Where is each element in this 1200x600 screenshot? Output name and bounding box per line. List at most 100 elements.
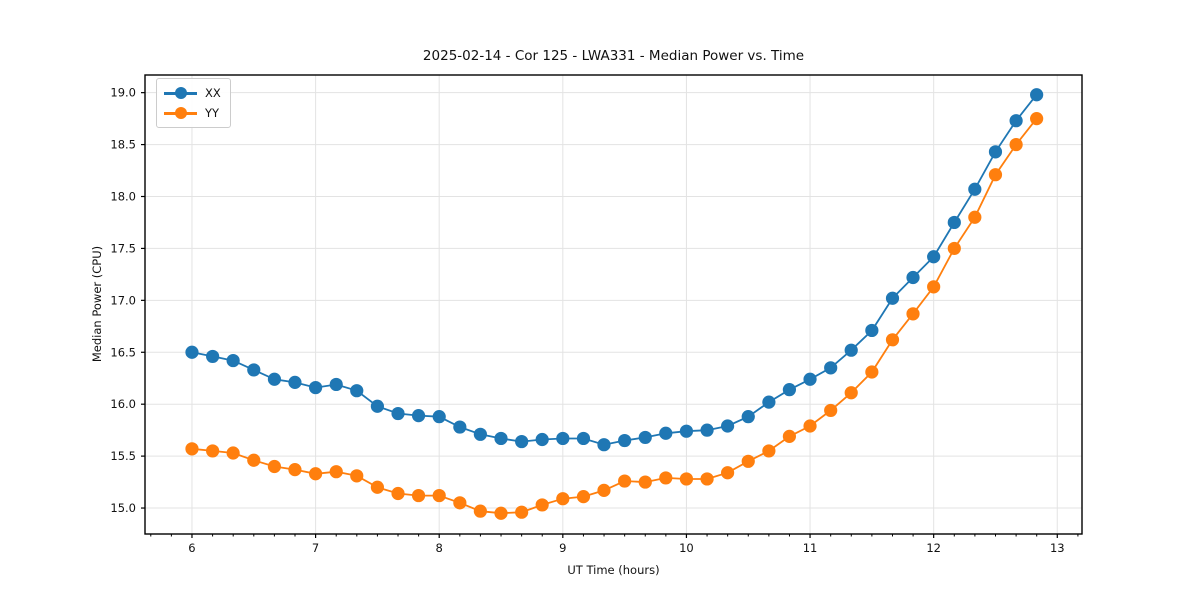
- series-yy-marker: [308, 467, 323, 481]
- x-tick-label: 13: [1050, 541, 1065, 555]
- series-yy-marker: [618, 474, 632, 488]
- y-tick-label: 15.5: [110, 449, 136, 463]
- series-xx-marker: [618, 433, 632, 448]
- series-xx-marker: [185, 345, 199, 359]
- series-yy-marker: [1030, 112, 1044, 126]
- legend: XX YY: [156, 78, 231, 128]
- x-tick-label: 9: [559, 541, 566, 555]
- series-xx-marker: [515, 434, 529, 449]
- series-yy-marker: [473, 504, 487, 518]
- x-tick-label: 7: [312, 541, 319, 555]
- series-xx-marker: [803, 372, 817, 386]
- series-xx-marker: [947, 215, 961, 230]
- series-yy-marker: [267, 459, 282, 474]
- series-yy-marker: [370, 480, 384, 494]
- series-yy-marker: [988, 168, 1003, 182]
- x-axis-label: UT Time (hours): [567, 563, 660, 577]
- series-xx-marker: [226, 353, 240, 368]
- series-xx-marker: [206, 349, 220, 364]
- series-xx-marker: [494, 431, 508, 446]
- series-xx-marker: [597, 438, 611, 452]
- series-xx-marker: [885, 291, 900, 305]
- y-tick-label: 15.0: [110, 501, 136, 515]
- series-yy-marker: [411, 488, 426, 503]
- series-xx-marker: [267, 372, 282, 386]
- series-yy-marker: [226, 446, 240, 460]
- series-yy-marker: [803, 419, 817, 433]
- plot-border: [144, 74, 1083, 535]
- series-xx-marker: [329, 377, 343, 392]
- series-yy-marker: [782, 429, 797, 443]
- series-yy-marker: [720, 466, 735, 480]
- series-yy-marker: [844, 386, 858, 400]
- legend-label-yy: YY: [205, 106, 220, 120]
- series-xx-marker: [762, 395, 776, 409]
- series-xx-marker: [288, 375, 302, 389]
- series-xx-marker: [556, 431, 570, 446]
- series-xx-marker: [411, 409, 426, 423]
- series-yy-marker: [432, 488, 446, 503]
- series-yy-marker: [535, 498, 549, 512]
- series-xx-marker: [968, 182, 982, 196]
- series-xx-marker: [844, 343, 858, 357]
- series-yy-marker: [885, 333, 900, 347]
- series-xx-marker: [906, 270, 920, 285]
- series-yy-marker: [968, 210, 982, 224]
- series-yy-marker: [494, 506, 508, 520]
- series-xx-marker: [700, 423, 714, 437]
- series-xx-marker: [638, 430, 652, 445]
- y-tick-label: 18.0: [110, 190, 136, 204]
- series-yy-marker: [597, 483, 611, 497]
- series-xx-marker: [679, 424, 694, 438]
- x-tick-label: 10: [679, 541, 694, 555]
- series-xx-marker: [535, 432, 549, 447]
- series-yy-marker: [391, 486, 405, 501]
- legend-label-xx: XX: [205, 86, 221, 100]
- y-tick-label: 18.5: [110, 138, 136, 152]
- series-xx-marker: [391, 406, 405, 421]
- x-tick-label: 6: [188, 541, 195, 555]
- series-xx-marker: [473, 427, 487, 441]
- series-xx-marker: [824, 361, 838, 375]
- y-tick-label: 16.5: [110, 345, 136, 359]
- series-xx-marker: [432, 410, 446, 424]
- series-yy-marker: [762, 444, 776, 458]
- series-xx-marker: [659, 426, 673, 440]
- series-yy-marker: [556, 492, 570, 506]
- y-tick-label: 17.5: [110, 241, 136, 255]
- series-yy-marker: [824, 403, 838, 418]
- series-yy-marker: [576, 490, 591, 504]
- x-tick-label: 11: [803, 541, 818, 555]
- legend-marker-xx-icon: [164, 86, 197, 100]
- series-yy-marker: [947, 241, 961, 256]
- legend-item-xx: XX: [164, 83, 221, 103]
- series-yy-marker: [515, 505, 529, 519]
- y-tick-label: 19.0: [110, 86, 136, 100]
- series-yy-marker: [906, 307, 920, 321]
- x-tick-label: 8: [436, 541, 443, 555]
- series-yy-marker: [638, 475, 652, 489]
- series-xx-marker: [370, 399, 384, 413]
- y-tick-label: 16.0: [110, 397, 136, 411]
- series-xx-marker: [927, 250, 941, 264]
- legend-item-yy: YY: [164, 103, 221, 123]
- series-yy-marker: [288, 463, 302, 477]
- series-yy-marker: [453, 496, 467, 510]
- series-yy-marker: [659, 471, 673, 485]
- legend-marker-yy-icon: [164, 106, 197, 120]
- series-xx-marker: [865, 323, 879, 338]
- series-xx-marker: [247, 363, 261, 377]
- series-xx-marker: [782, 383, 797, 397]
- chart-title: 2025-02-14 - Cor 125 - LWA331 - Median P…: [422, 48, 805, 64]
- series-xx-marker: [1009, 114, 1023, 128]
- series-yy-marker: [247, 453, 261, 467]
- series-yy-marker: [741, 454, 755, 468]
- series-yy-marker: [206, 444, 220, 458]
- series-yy-marker: [329, 465, 343, 479]
- series-xx-marker: [576, 431, 591, 446]
- series-xx-marker: [741, 410, 755, 424]
- series-yy-marker: [700, 472, 714, 486]
- series-xx-marker: [720, 419, 735, 433]
